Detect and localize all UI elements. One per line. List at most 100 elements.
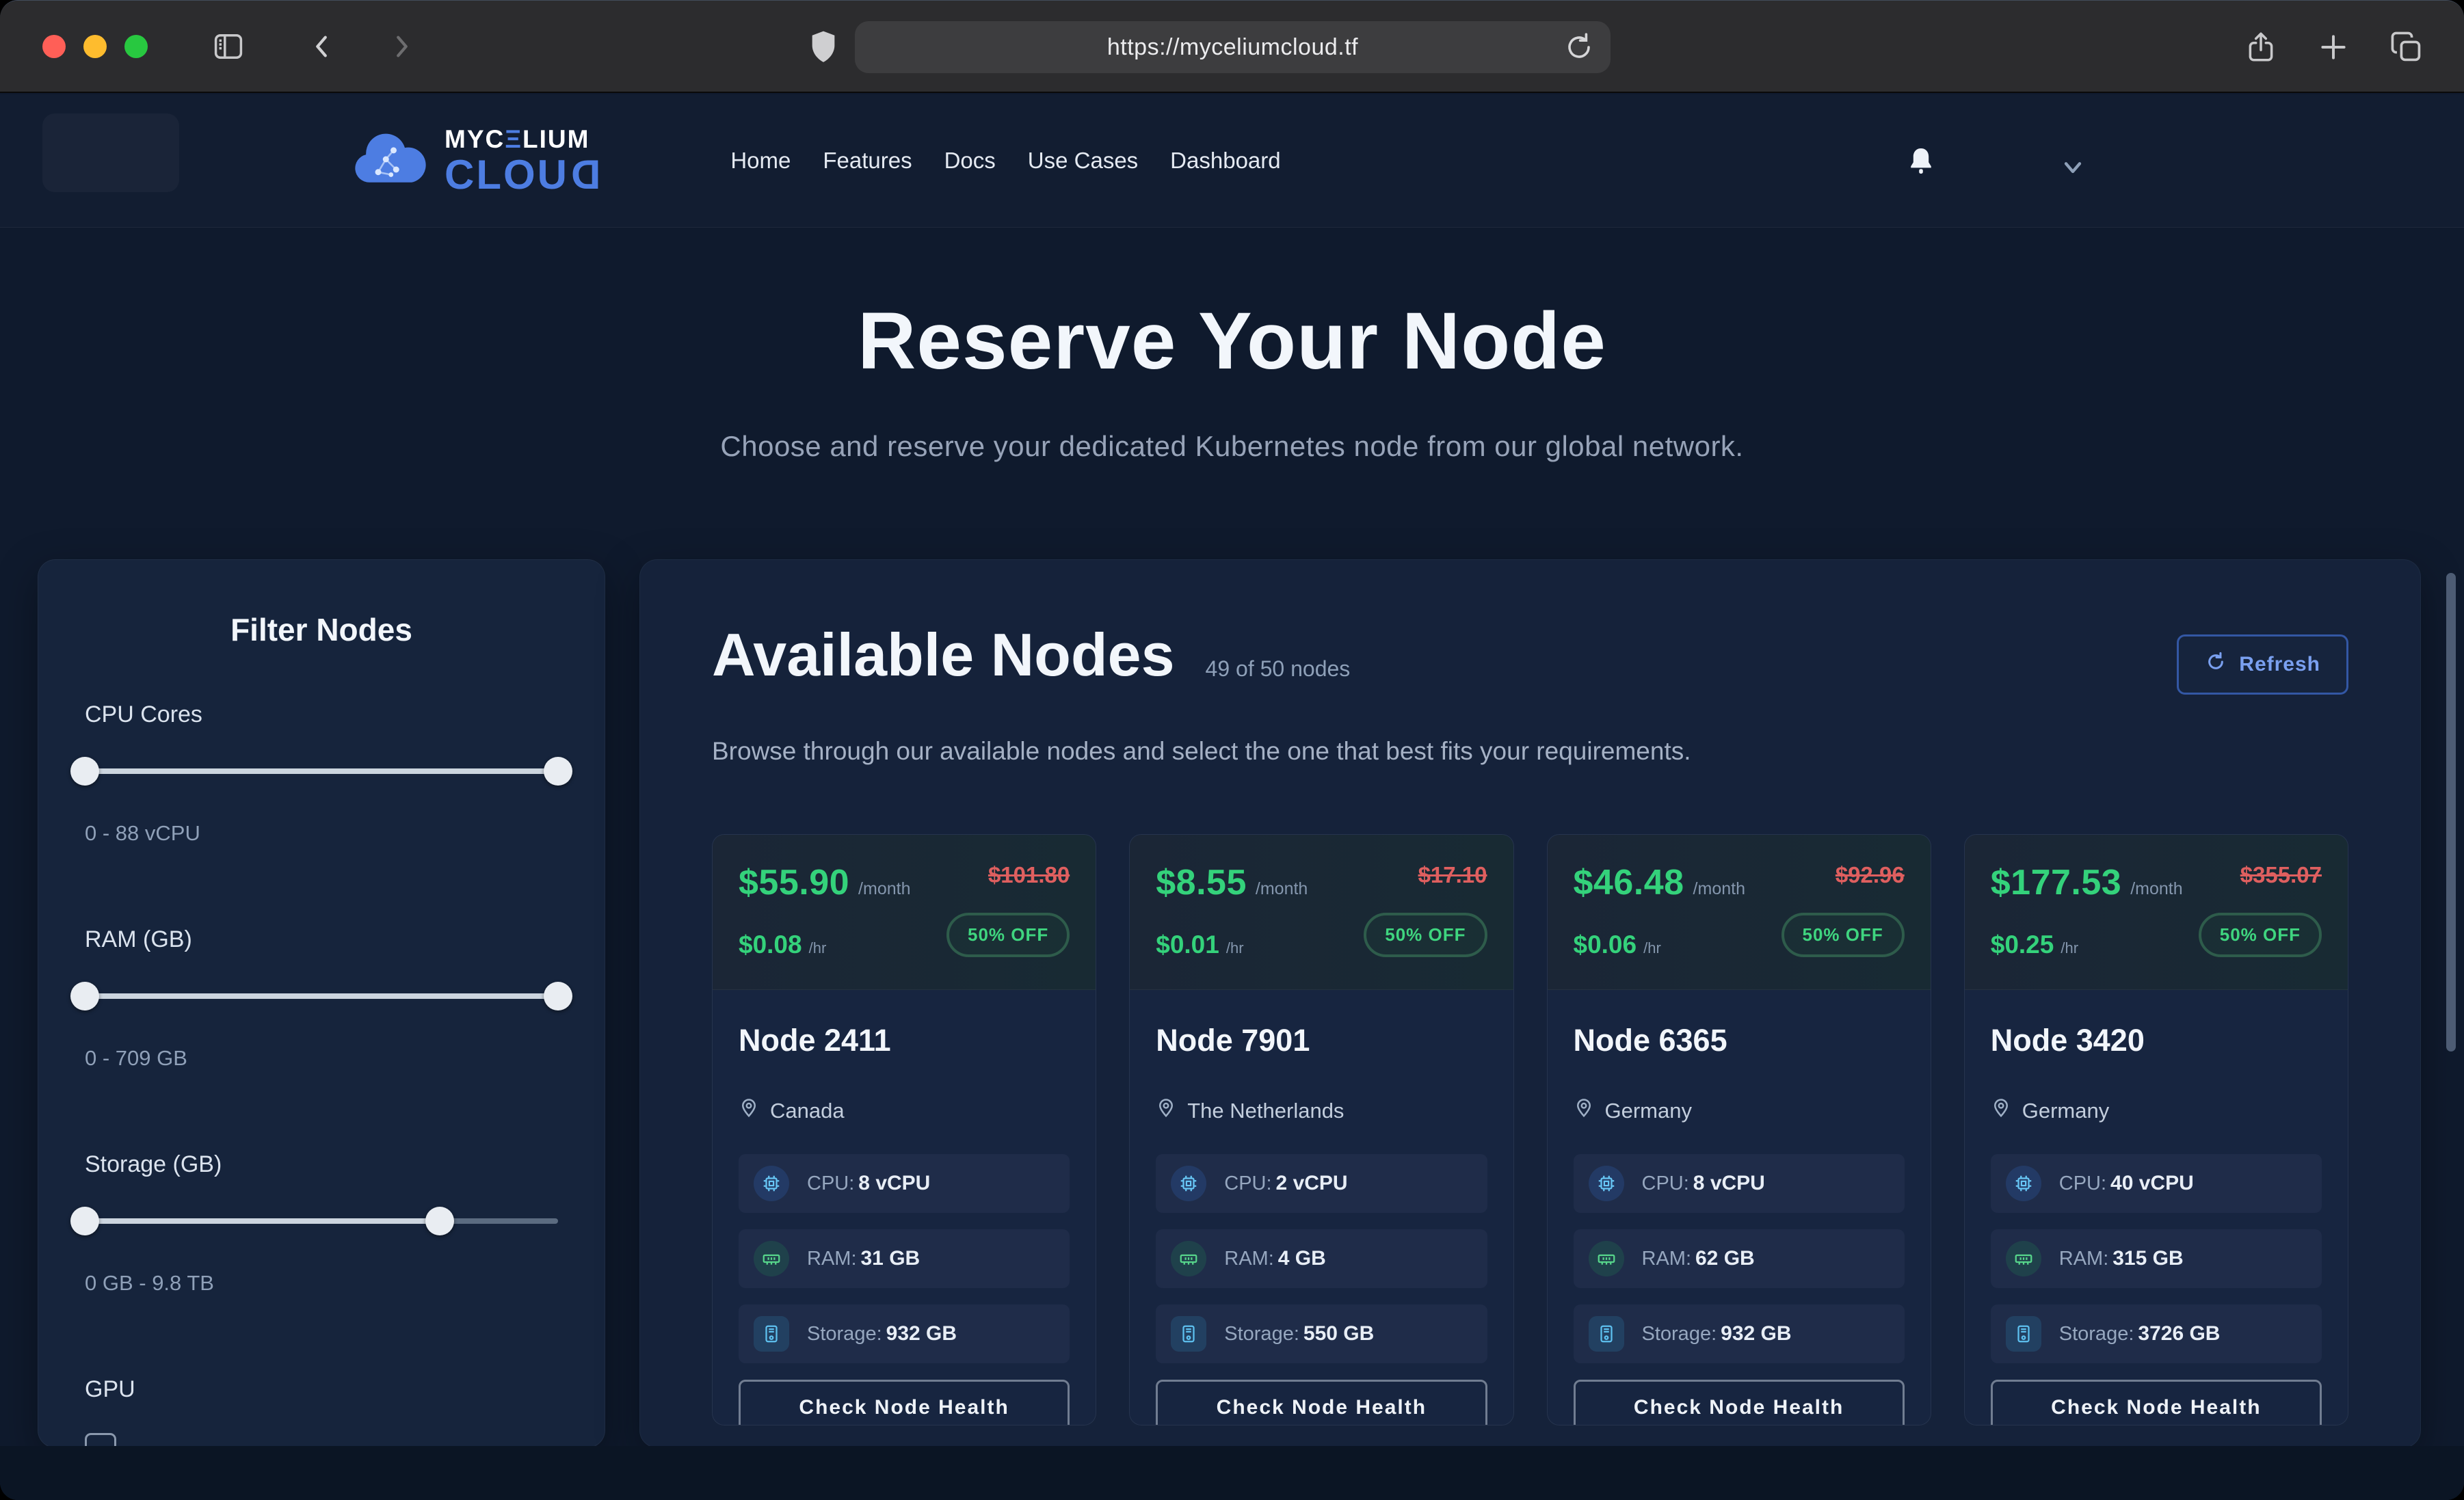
node-specs: CPU: 40 vCPU RAM: 315 GB Storage: 3726 GB	[1990, 1154, 2322, 1380]
location-text: Germany	[2022, 1099, 2110, 1123]
storage-icon	[1588, 1316, 1624, 1352]
location-pin-icon	[739, 1097, 759, 1125]
brand-e-mark: Ξ	[505, 124, 523, 153]
check-node-health-button[interactable]: Check Node Health	[1573, 1380, 1905, 1425]
slider-handle-max[interactable]	[544, 982, 572, 1010]
forward-button[interactable]	[386, 31, 417, 62]
zoom-window-button[interactable]	[124, 34, 148, 58]
page-scrollbar[interactable]	[2446, 573, 2456, 1052]
location-text: The Netherlands	[1187, 1099, 1344, 1123]
discount-badge: 50% OFF	[1364, 913, 1487, 957]
content-area: Filter Nodes CPU Cores 0 - 88 vCPU RAM (…	[0, 559, 2464, 1448]
page-subtitle: Choose and reserve your dedicated Kubern…	[720, 430, 1744, 462]
spec-label: RAM:	[2058, 1248, 2109, 1270]
node-specs: CPU: 8 vCPU RAM: 31 GB Storage: 932 GB	[739, 1154, 1070, 1380]
location-text: Germany	[1604, 1099, 1692, 1123]
share-icon[interactable]	[2244, 29, 2278, 66]
spec-label: RAM:	[1641, 1248, 1692, 1270]
node-name: Node 6365	[1573, 1023, 1727, 1058]
browser-toolbar: https://myceliumcloud.tf	[0, 1, 2464, 93]
sidebar-toggle-icon[interactable]	[211, 29, 246, 64]
tab-overview-icon[interactable]	[2389, 29, 2424, 65]
storage-icon	[1171, 1316, 1207, 1352]
node-price-header: $8.55/month $0.01/hr $17.10 50% OFF	[1130, 835, 1513, 990]
webpage: MYCΞLIUM CLOUD Home Features Docs Use Ca…	[0, 94, 2464, 1500]
cpu-cores-label: CPU Cores	[85, 701, 202, 727]
minimize-window-button[interactable]	[83, 34, 107, 58]
notifications-bell-icon[interactable]	[1905, 144, 1937, 183]
cpu-icon	[1171, 1166, 1207, 1201]
nav-link-home[interactable]: Home	[730, 148, 791, 173]
nodes-title: Available Nodes	[712, 621, 1175, 688]
per-hour-label: /hr	[808, 939, 827, 956]
close-window-button[interactable]	[42, 34, 66, 58]
spec-label: CPU:	[807, 1173, 855, 1194]
chrome-right-actions	[2244, 1, 2424, 93]
brand-wordmark: MYCΞLIUM CLOUD	[445, 124, 601, 198]
spec-row-ram: RAM: 315 GB	[1990, 1229, 2322, 1288]
node-specs: CPU: 2 vCPU RAM: 4 GB Storage: 550 GB	[1156, 1154, 1487, 1380]
refresh-button[interactable]: Refresh	[2177, 634, 2348, 695]
node-cards-grid: $55.90/month $0.08/hr $101.80 50% OFF No…	[712, 834, 2348, 1425]
spec-label: RAM:	[807, 1248, 857, 1270]
spec-label: RAM:	[1224, 1248, 1274, 1270]
original-price: $92.96	[1835, 862, 1905, 887]
ram-icon	[2005, 1241, 2041, 1276]
gpu-checkbox[interactable]	[85, 1433, 116, 1447]
filter-group-ram: RAM (GB) 0 - 709 GB	[70, 926, 572, 1071]
back-button[interactable]	[306, 31, 338, 62]
check-node-health-button[interactable]: Check Node Health	[1156, 1380, 1487, 1425]
slider-handle-max[interactable]	[425, 1207, 454, 1235]
per-month-label: /month	[1255, 879, 1308, 898]
node-name: Node 7901	[1156, 1023, 1310, 1058]
nav-link-dashboard[interactable]: Dashboard	[1170, 148, 1281, 173]
bottom-band	[0, 1446, 2464, 1500]
filter-group-storage: Storage (GB) 0 GB - 9.8 TB	[70, 1151, 558, 1296]
node-card: $55.90/month $0.08/hr $101.80 50% OFF No…	[712, 834, 1097, 1425]
per-hour-label: /hr	[1226, 939, 1244, 956]
node-card-body: Node 2411 Canada CPU: 8 vCPU	[713, 990, 1096, 1425]
original-price: $101.80	[988, 862, 1070, 887]
cpu-cores-slider[interactable]	[70, 757, 572, 786]
nav-link-docs[interactable]: Docs	[944, 148, 996, 173]
address-bar[interactable]: https://myceliumcloud.tf	[855, 21, 1611, 73]
price-month: $46.48	[1573, 863, 1684, 902]
check-node-health-button[interactable]: Check Node Health	[1990, 1380, 2322, 1425]
available-nodes-panel: Available Nodes 49 of 50 nodes Refresh B…	[639, 559, 2421, 1448]
account-chevron-down-icon[interactable]	[2059, 157, 2087, 183]
slider-handle-min[interactable]	[70, 757, 99, 786]
spec-label: Storage:	[807, 1323, 882, 1345]
storage-slider[interactable]	[70, 1207, 558, 1235]
nav-link-use-cases[interactable]: Use Cases	[1027, 148, 1139, 173]
price-month: $177.53	[1990, 863, 2122, 902]
spec-value: 8 vCPU	[1693, 1172, 1765, 1194]
slider-handle-min[interactable]	[70, 982, 99, 1010]
new-tab-icon[interactable]	[2316, 30, 2350, 64]
node-card: $46.48/month $0.06/hr $92.96 50% OFF Nod…	[1546, 834, 1931, 1425]
check-node-health-button[interactable]: Check Node Health	[739, 1380, 1070, 1425]
privacy-shield-icon[interactable]	[804, 27, 843, 68]
node-card-body: Node 6365 Germany CPU: 8 vCPU	[1548, 990, 1931, 1425]
cpu-icon	[2005, 1166, 2041, 1201]
filter-group-cpu: CPU Cores 0 - 88 vCPU	[70, 701, 572, 846]
node-price-header: $55.90/month $0.08/hr $101.80 50% OFF	[713, 835, 1096, 990]
ram-slider[interactable]	[70, 982, 572, 1010]
navbar-placeholder-box	[42, 113, 179, 192]
spec-row-cpu: CPU: 40 vCPU	[1990, 1154, 2322, 1213]
spec-row-cpu: CPU: 2 vCPU	[1156, 1154, 1487, 1213]
spec-row-storage: Storage: 932 GB	[739, 1304, 1070, 1363]
location-pin-icon	[1991, 1097, 2011, 1125]
nodes-count: 49 of 50 nodes	[1205, 656, 1351, 681]
reload-icon[interactable]	[1563, 31, 1595, 64]
node-card: $8.55/month $0.01/hr $17.10 50% OFF Node…	[1129, 834, 1514, 1425]
nav-link-features[interactable]: Features	[823, 148, 912, 173]
spec-value: 315 GB	[2112, 1247, 2184, 1270]
slider-handle-max[interactable]	[544, 757, 572, 786]
brand-logo[interactable]: MYCΞLIUM CLOUD	[347, 124, 601, 198]
location-text: Canada	[770, 1099, 845, 1123]
cpu-icon	[754, 1166, 789, 1201]
slider-handle-min[interactable]	[70, 1207, 99, 1235]
ram-icon	[1588, 1241, 1624, 1276]
node-price-header: $46.48/month $0.06/hr $92.96 50% OFF	[1547, 835, 1931, 990]
